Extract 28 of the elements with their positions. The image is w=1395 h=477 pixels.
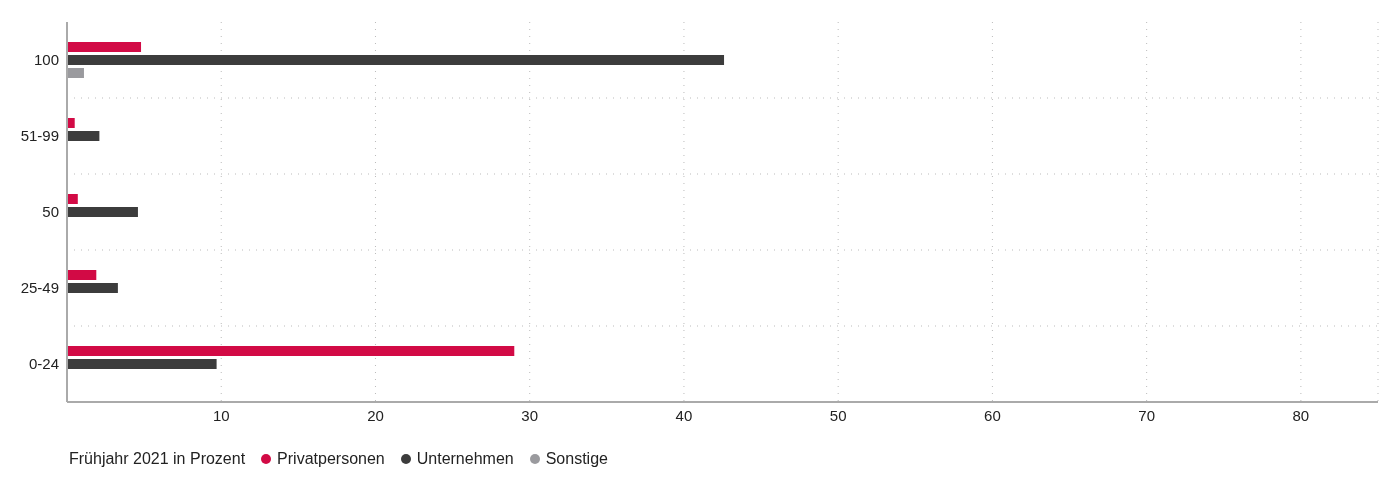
y-tick-label: 100 [33,51,59,69]
bar [67,194,78,204]
bar [67,283,118,293]
bar [67,68,84,78]
bar [67,346,515,356]
x-tick-label: 50 [829,406,847,424]
x-tick-label: 40 [675,406,693,424]
x-tick-label: 80 [1292,406,1310,424]
bar [67,55,725,65]
legend-label: Sonstige [545,450,608,468]
bar [67,131,100,141]
legend-label: Unternehmen [416,450,514,468]
bar [67,359,217,369]
bar [67,270,97,280]
x-tick-label: 10 [212,406,230,424]
bar [67,207,138,217]
legend-title: Frühjahr 2021 in Prozent [69,450,246,468]
x-tick-label: 20 [367,406,384,424]
bar [67,118,75,128]
x-tick-label: 30 [521,406,539,424]
y-tick-label: 25-49 [20,279,59,297]
y-tick-label: 0-24 [28,355,59,373]
x-tick-label: 70 [1138,406,1155,424]
x-tick-label: 60 [984,406,1001,424]
legend-label: Privatpersonen [277,450,385,468]
y-tick-label: 50 [42,203,59,221]
bar [67,42,142,52]
y-tick-label: 51-99 [20,127,59,145]
